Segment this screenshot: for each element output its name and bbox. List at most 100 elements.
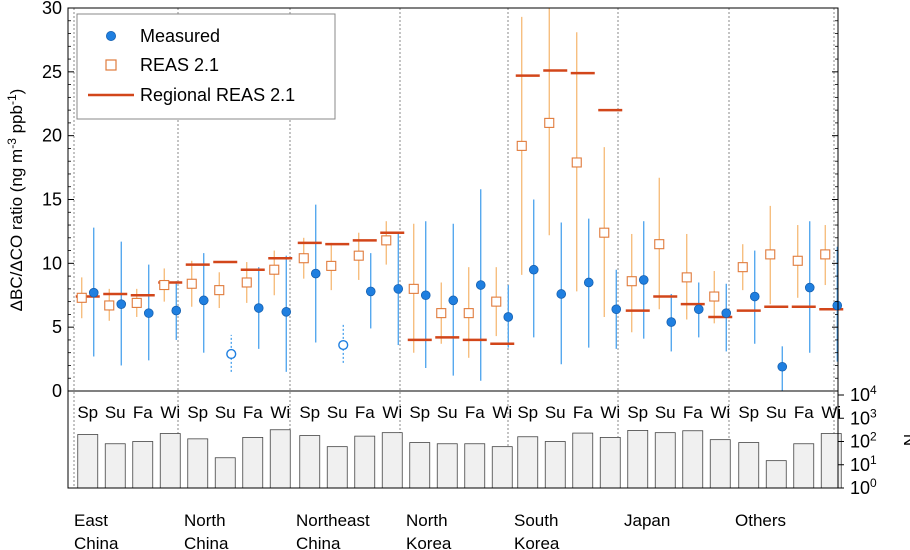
season-label: Su (655, 403, 676, 422)
reas-point (765, 249, 776, 260)
measured-point (198, 295, 209, 306)
n-bar (409, 442, 431, 489)
reas-point (436, 308, 447, 319)
measured-point (171, 305, 182, 316)
n-bar (572, 432, 594, 489)
reas-point (820, 249, 831, 260)
measured-point (475, 280, 486, 290)
n-bar (354, 435, 376, 489)
y-tick-label: 25 (42, 62, 62, 82)
n-bar (738, 442, 760, 489)
legend-reas-marker (105, 59, 117, 71)
n-bar (104, 443, 126, 489)
season-label: Su (545, 403, 566, 422)
n-bar (159, 433, 181, 489)
season-label: Sp (738, 403, 759, 422)
n-bar (132, 441, 154, 489)
reas-point (792, 255, 803, 266)
region-label-line1: South (514, 511, 558, 530)
season-label: Fa (355, 403, 375, 422)
measured-point (556, 289, 567, 299)
season-label: Su (766, 403, 787, 422)
measured-point (804, 282, 815, 293)
bottom-plot-frame (67, 390, 839, 489)
n-bar (544, 441, 566, 489)
measured-point (583, 277, 594, 288)
n-tick-base: 10 (850, 455, 870, 475)
n-bar (381, 432, 403, 489)
y-tick-label: 20 (42, 126, 62, 146)
n-bar (464, 443, 486, 489)
region-label-line1: North (406, 511, 448, 530)
region-label-line1: Northeast (296, 511, 370, 530)
measured-point (611, 304, 622, 315)
n-bar (269, 429, 291, 489)
reas-point (269, 264, 280, 275)
season-label: Sp (77, 403, 98, 422)
reas-point (463, 308, 474, 319)
region-label-line2: China (296, 534, 341, 550)
season-label: Wi (821, 403, 841, 422)
legend-regional-label: Regional REAS 2.1 (140, 85, 295, 105)
region-labels: East China North China Northeast China North Ko… (74, 511, 786, 550)
measured-point (420, 290, 431, 301)
n-bar (599, 437, 621, 489)
measured-point (638, 275, 649, 285)
season-label: Fa (794, 403, 814, 422)
reas-point (104, 300, 115, 311)
n-tick-label: 100 (850, 476, 877, 498)
n-bar (242, 437, 264, 489)
measured-point (749, 291, 760, 302)
season-label: Wi (160, 403, 180, 422)
season-label: Fa (243, 403, 263, 422)
season-label: Sp (517, 403, 538, 422)
reas-point (654, 239, 665, 250)
region-label-line2: Korea (514, 534, 560, 550)
n-bar (627, 430, 649, 489)
reas-point (131, 297, 142, 308)
measured-point (281, 307, 292, 317)
sample-count-bars (77, 429, 842, 489)
n-bar (326, 446, 348, 489)
season-label: Fa (683, 403, 703, 422)
y-tick-label: 30 (42, 0, 62, 18)
legend-reas-label: REAS 2.1 (140, 55, 219, 75)
y-tick-label: 5 (52, 317, 62, 337)
measured-point (338, 339, 349, 351)
n-tick-base: 10 (850, 385, 870, 405)
n-bar (436, 443, 458, 489)
measured-point (253, 303, 264, 313)
n-bar (709, 439, 731, 489)
n-bar (682, 430, 704, 489)
y-tick-label: 15 (42, 190, 62, 210)
n-bar (187, 438, 209, 489)
measured-point (448, 295, 459, 306)
reas-point (709, 291, 720, 302)
n-tick-label: 101 (850, 453, 877, 475)
n-bar (654, 432, 676, 489)
measured-point (528, 264, 539, 275)
legend-measured-label: Measured (140, 26, 220, 46)
n-bar (765, 460, 787, 489)
reas-point (214, 285, 225, 296)
n-tick-label: 104 (850, 383, 877, 405)
measured-point (143, 308, 154, 318)
y-axis-title-sup1: -3 (5, 138, 19, 149)
y-tick-label: 0 (52, 381, 62, 401)
measured-point (503, 312, 514, 322)
n-tick-label: 102 (850, 430, 877, 452)
y-tick-label: 10 (42, 253, 62, 273)
reas-point (599, 227, 610, 238)
season-label: Su (327, 403, 348, 422)
season-label: Sp (409, 403, 430, 422)
y-axis-title-sup2: -1 (5, 94, 19, 105)
season-label: Fa (465, 403, 485, 422)
reas-point (298, 253, 309, 264)
reas-points (76, 117, 831, 319)
measured-point (116, 299, 127, 309)
y-axis-ticks: 0 5 10 15 20 25 30 (42, 0, 838, 401)
region-label-line2: China (74, 534, 119, 550)
season-label: Wi (382, 403, 402, 422)
